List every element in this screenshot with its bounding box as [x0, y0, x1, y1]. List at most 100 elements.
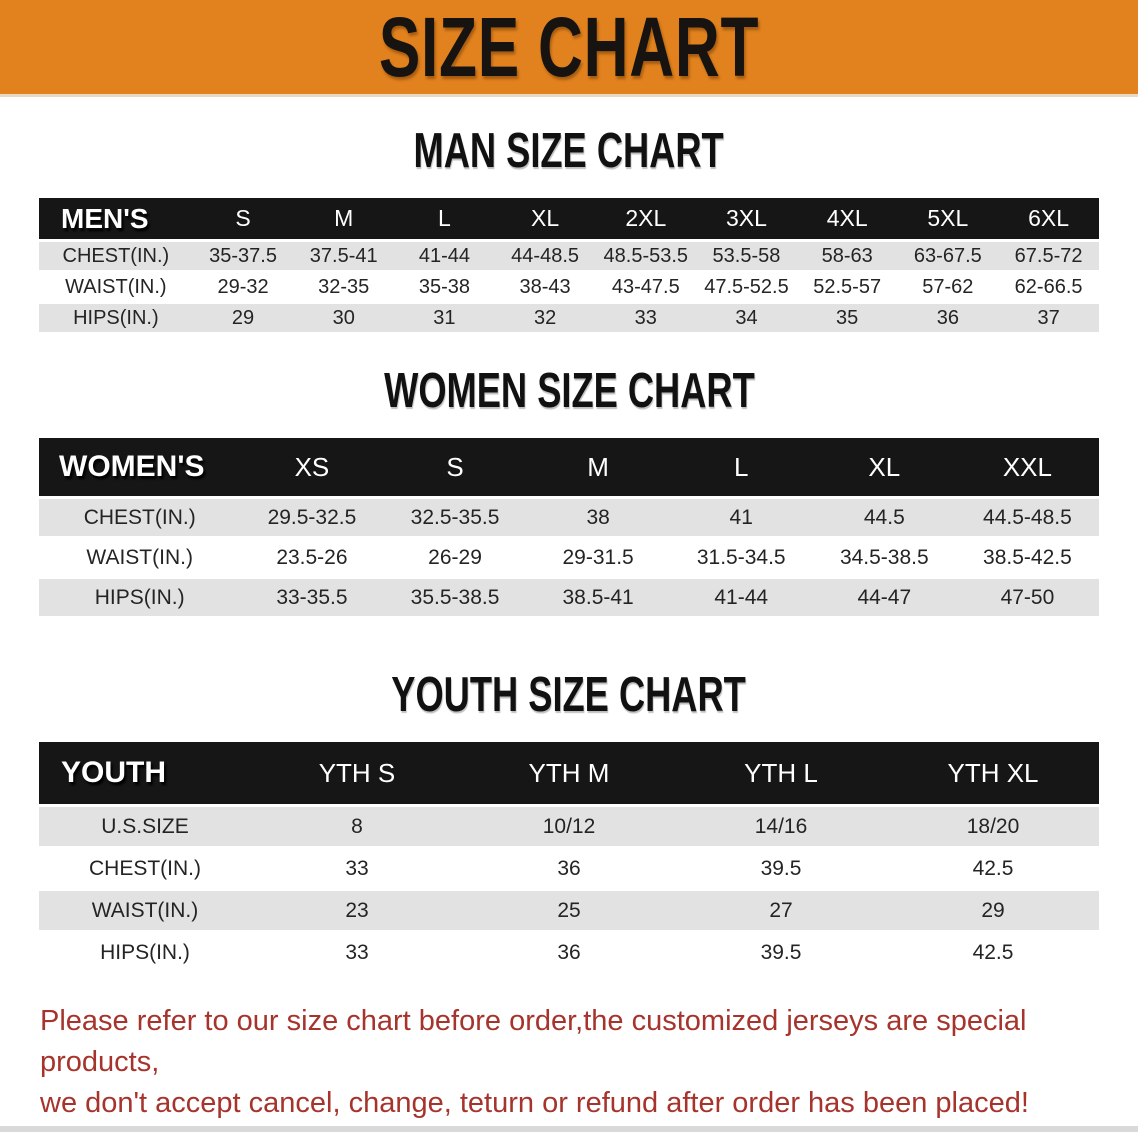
women-section-title-text: WOMEN SIZE CHART: [383, 364, 755, 418]
size-value-cell: 62-66.5: [998, 273, 1099, 304]
size-value-cell: 47.5-52.5: [696, 273, 797, 304]
size-value-cell: 43-47.5: [595, 273, 697, 304]
size-value-cell: 37.5-41: [293, 242, 395, 273]
size-value-cell: 44.5: [812, 499, 956, 539]
size-column-header: 3XL: [696, 198, 797, 242]
size-value-cell: 34.5-38.5: [812, 539, 956, 579]
note-line-1: Please refer to our size chart before or…: [40, 1005, 1027, 1079]
size-value-cell: 39.5: [675, 849, 887, 891]
row-label: WAIST(IN.): [39, 273, 193, 304]
size-column-header: XL: [494, 198, 596, 242]
size-value-cell: 29-31.5: [526, 539, 670, 579]
size-value-cell: 63-67.5: [897, 242, 999, 273]
row-label: U.S.SIZE: [39, 807, 251, 849]
size-value-cell: 30: [293, 304, 395, 335]
table-row: HIPS(IN.) 29 30 31 32 33 34 35 36 37: [39, 304, 1099, 335]
table-group-label: MEN'S: [39, 198, 193, 242]
size-column-header: XXL: [955, 438, 1099, 499]
youth-size-table: YOUTH YTH S YTH M YTH L YTH XL U.S.SIZE 8 10/12…: [39, 742, 1099, 975]
size-value-cell: 23: [251, 891, 463, 933]
row-label: CHEST(IN.): [39, 499, 241, 539]
size-value-cell: 32-35: [293, 273, 395, 304]
size-value-cell: 29: [887, 891, 1099, 933]
row-label: CHEST(IN.): [39, 849, 251, 891]
size-column-header: L: [394, 198, 495, 242]
note-line-2: we don't accept cancel, change, teturn o…: [40, 1087, 1029, 1120]
size-value-cell: 38.5-42.5: [955, 539, 1099, 579]
size-value-cell: 33: [595, 304, 697, 335]
banner: SIZE CHART: [0, 0, 1138, 97]
size-value-cell: 34: [696, 304, 797, 335]
size-value-cell: 35-37.5: [192, 242, 294, 273]
size-value-cell: 35: [796, 304, 898, 335]
size-value-cell: 27: [675, 891, 887, 933]
size-value-cell: 44-48.5: [494, 242, 596, 273]
size-value-cell: 33-35.5: [240, 579, 384, 619]
size-column-header: L: [669, 438, 813, 499]
size-column-header: YTH S: [251, 742, 463, 807]
row-label: WAIST(IN.): [39, 539, 241, 579]
size-value-cell: 47-50: [955, 579, 1099, 619]
men-section-title: MAN SIZE CHART: [0, 127, 1138, 176]
size-value-cell: 44.5-48.5: [955, 499, 1099, 539]
size-value-cell: 25: [463, 891, 675, 933]
size-value-cell: 18/20: [887, 807, 1099, 849]
size-value-cell: 32.5-35.5: [383, 499, 527, 539]
section-men: MAN SIZE CHART MEN'S S M L XL 2XL 3XL 4XL 5XL 6XL…: [0, 127, 1138, 335]
size-value-cell: 14/16: [675, 807, 887, 849]
size-value-cell: 41: [669, 499, 813, 539]
men-size-table: MEN'S S M L XL 2XL 3XL 4XL 5XL 6XL CHEST(IN.) 35-37…: [39, 198, 1099, 335]
size-column-header: M: [526, 438, 670, 499]
size-value-cell: 33: [251, 933, 463, 975]
size-value-cell: 53.5-58: [696, 242, 797, 273]
size-value-cell: 67.5-72: [998, 242, 1099, 273]
row-label: HIPS(IN.): [39, 933, 251, 975]
row-label: HIPS(IN.): [39, 579, 241, 619]
size-column-header: 2XL: [595, 198, 697, 242]
section-women: WOMEN SIZE CHART WOMEN'S XS S M L XL XXL CHEST(…: [0, 367, 1138, 619]
banner-title: SIZE CHART: [378, 0, 760, 94]
size-value-cell: 57-62: [897, 273, 999, 304]
row-label: WAIST(IN.): [39, 891, 251, 933]
size-value-cell: 44-47: [812, 579, 956, 619]
size-column-header: 4XL: [796, 198, 898, 242]
size-value-cell: 58-63: [796, 242, 898, 273]
table-header-row: YOUTH YTH S YTH M YTH L YTH XL: [39, 742, 1099, 807]
size-value-cell: 8: [251, 807, 463, 849]
size-value-cell: 37: [998, 304, 1099, 335]
size-value-cell: 41-44: [669, 579, 813, 619]
size-value-cell: 31.5-34.5: [669, 539, 813, 579]
size-value-cell: 36: [463, 849, 675, 891]
size-column-header: YTH L: [675, 742, 887, 807]
size-column-header: 5XL: [897, 198, 999, 242]
size-column-header: XS: [240, 438, 384, 499]
table-row: CHEST(IN.) 35-37.5 37.5-41 41-44 44-48.5 48.5…: [39, 242, 1099, 273]
youth-section-title: YOUTH SIZE CHART: [0, 671, 1138, 720]
size-column-header: YTH M: [463, 742, 675, 807]
men-section-title-text: MAN SIZE CHART: [413, 124, 725, 178]
size-value-cell: 42.5: [887, 849, 1099, 891]
size-column-header: YTH XL: [887, 742, 1099, 807]
size-value-cell: 38.5-41: [526, 579, 670, 619]
table-row: WAIST(IN.) 29-32 32-35 35-38 38-43 43-47.5 47.…: [39, 273, 1099, 304]
table-group-label: WOMEN'S: [39, 438, 241, 499]
table-header-row: MEN'S S M L XL 2XL 3XL 4XL 5XL 6XL: [39, 198, 1099, 242]
size-value-cell: 23.5-26: [240, 539, 384, 579]
size-column-header: S: [383, 438, 527, 499]
size-value-cell: 10/12: [463, 807, 675, 849]
size-value-cell: 52.5-57: [796, 273, 898, 304]
women-size-table: WOMEN'S XS S M L XL XXL CHEST(IN.) 29.5-32.5 32.5…: [39, 438, 1099, 619]
table-row: U.S.SIZE 8 10/12 14/16 18/20: [39, 807, 1099, 849]
size-value-cell: 38-43: [494, 273, 596, 304]
table-row: CHEST(IN.) 29.5-32.5 32.5-35.5 38 41 44.5 44.5…: [39, 499, 1099, 539]
women-section-title: WOMEN SIZE CHART: [0, 367, 1138, 416]
table-row: WAIST(IN.) 23 25 27 29: [39, 891, 1099, 933]
youth-section-title-text: YOUTH SIZE CHART: [391, 668, 747, 722]
table-row: CHEST(IN.) 33 36 39.5 42.5: [39, 849, 1099, 891]
table-row: HIPS(IN.) 33-35.5 35.5-38.5 38.5-41 41-44 44-…: [39, 579, 1099, 619]
table-row: WAIST(IN.) 23.5-26 26-29 29-31.5 31.5-34.5 34…: [39, 539, 1099, 579]
table-group-label: YOUTH: [39, 742, 251, 807]
size-value-cell: 33: [251, 849, 463, 891]
size-value-cell: 31: [394, 304, 495, 335]
